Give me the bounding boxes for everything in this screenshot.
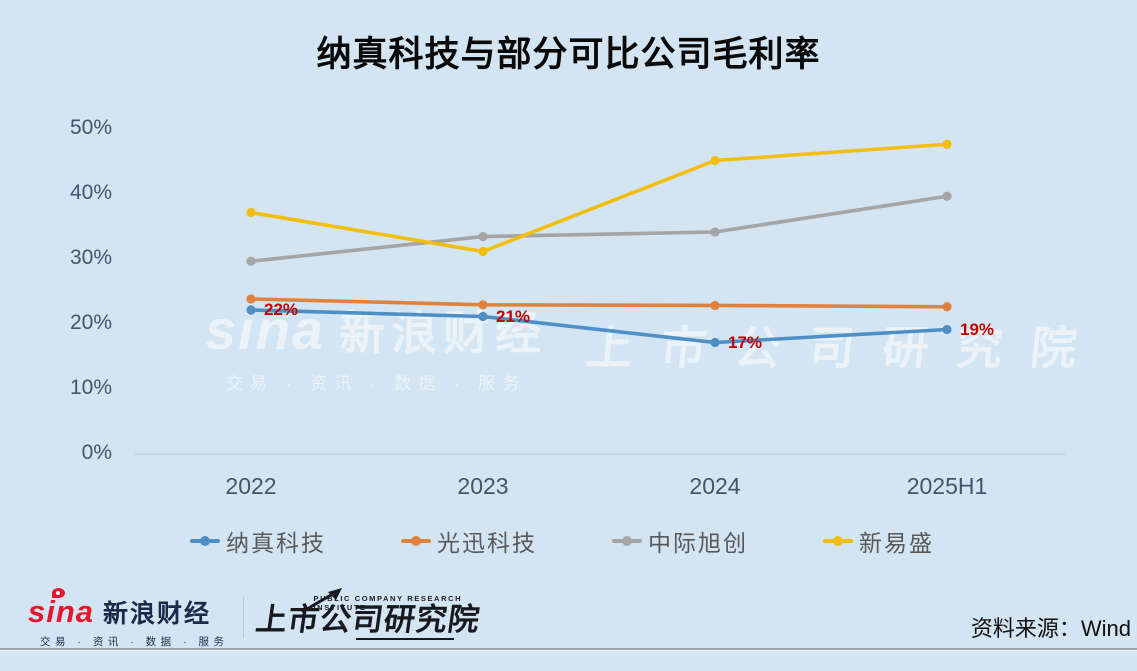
legend-item-光迅科技: 光迅科技 (401, 524, 537, 558)
x-axis-line (135, 453, 1065, 455)
data-point (478, 300, 488, 310)
data-point (942, 324, 952, 335)
series-line-中际旭创 (249, 194, 949, 264)
legend-marker-icon (190, 536, 220, 546)
y-tick-label: 0% (81, 441, 112, 464)
legend: 纳真科技 光迅科技 中际旭创 新易盛 (190, 524, 934, 558)
series-line-新易盛 (249, 142, 949, 254)
data-label: 17% (728, 332, 763, 352)
footer-vertical-divider (242, 596, 244, 638)
series-line-纳真科技 (249, 308, 949, 345)
institute-cn-label: 上市公司研究院 (253, 602, 483, 637)
legend-item-纳真科技: 纳真科技 (190, 524, 326, 558)
legend-label: 纳真科技 (226, 530, 326, 556)
data-label: 21% (496, 306, 531, 326)
chart-title: 纳真科技与部分可比公司毛利率 (316, 35, 821, 74)
footer-divider (0, 648, 1137, 650)
legend-marker-icon (401, 536, 431, 546)
legend-label: 中际旭创 (648, 530, 748, 556)
data-point (478, 246, 488, 257)
sina-wordmark: sina (28, 588, 94, 629)
sina-tagline: 交易 · 资讯 · 数据 · 服务 (40, 636, 229, 648)
sina-logo: sina 新浪财经 交易 · 资讯 · 数据 · 服务 (28, 588, 229, 649)
x-tick-label: 2023 (457, 473, 509, 499)
institute-logo: PUBLIC COMPANY RESEARCH INSTITUTE 上市公司研究… (253, 588, 483, 640)
institute-en-label: PUBLIC COMPANY RESEARCH INSTITUTE (313, 594, 463, 612)
data-point (710, 300, 720, 311)
data-point (942, 191, 952, 201)
line-plot (246, 139, 952, 348)
x-tick-label: 2025H1 (906, 473, 988, 499)
legend-item-新易盛: 新易盛 (823, 524, 934, 558)
data-source: 资料来源：Wind (970, 616, 1131, 641)
data-point (246, 256, 256, 266)
legend-item-中际旭创: 中际旭创 (612, 524, 748, 558)
data-point (942, 139, 952, 149)
legend-marker-icon (823, 536, 853, 546)
data-point (478, 231, 488, 242)
y-tick-label: 30% (69, 246, 112, 269)
data-label: 19% (960, 319, 995, 339)
data-point (710, 227, 720, 237)
sina-finance-label: 新浪财经 (103, 600, 212, 628)
arrow-icon (300, 588, 342, 614)
footer: sina 新浪财经 交易 · 资讯 · 数据 · 服务 PUBLIC COMPA… (28, 588, 483, 649)
legend-label: 光迅科技 (437, 530, 537, 556)
data-point (246, 207, 256, 218)
data-point (478, 311, 488, 322)
data-point (710, 155, 720, 166)
y-tick-label: 20% (69, 311, 112, 334)
data-point (942, 302, 952, 312)
series-line-光迅科技 (249, 297, 949, 309)
sina-eye-icon (52, 588, 65, 598)
watermark-tagline: 交易 · 资讯 · 数据 · 服务 (225, 373, 527, 393)
legend-marker-icon (612, 536, 642, 546)
data-point (246, 294, 256, 304)
watermark-sina-wordmark: sina (205, 297, 326, 361)
data-point (246, 305, 256, 315)
y-tick-label: 50% (69, 116, 112, 139)
institute-underline (355, 637, 454, 640)
y-tick-label: 40% (69, 181, 112, 204)
y-tick-label: 10% (69, 376, 112, 399)
x-tick-label: 2024 (689, 473, 741, 499)
x-tick-label: 2022 (225, 473, 277, 499)
legend-label: 新易盛 (859, 530, 934, 556)
data-point (710, 337, 720, 348)
data-label: 22% (264, 300, 299, 319)
